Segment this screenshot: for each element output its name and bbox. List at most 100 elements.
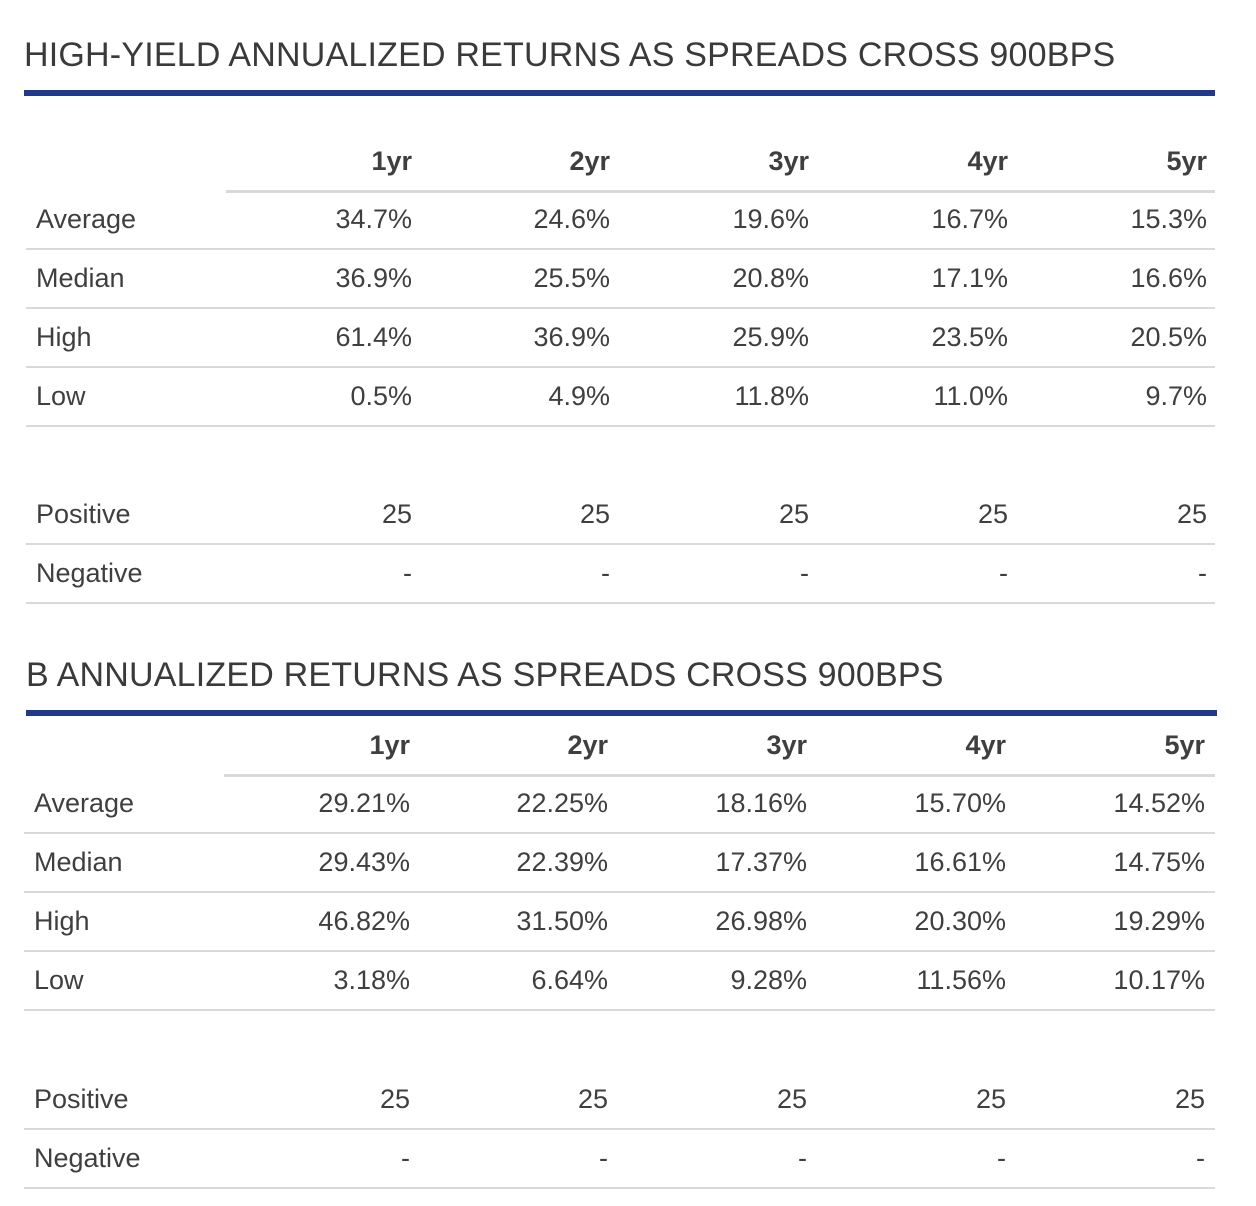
- row-label: Negative: [34, 1143, 141, 1173]
- cell-value: 14.75%: [1113, 847, 1205, 877]
- cell-value: 18.16%: [715, 788, 807, 818]
- cell-value: 25: [977, 499, 1008, 529]
- title-rule: [24, 90, 1215, 96]
- cell-value: 11.56%: [916, 965, 1006, 995]
- cell-value: 25: [381, 499, 412, 529]
- cell-value: 17.37%: [715, 847, 807, 877]
- cell-value: 29.21%: [318, 788, 410, 818]
- row-label: Low: [34, 965, 84, 995]
- row-label: Low: [36, 381, 86, 411]
- table-row: Low 0.5% 4.9% 11.8% 11.0% 9.7%: [26, 367, 1215, 427]
- cell-value: 25: [975, 1084, 1006, 1114]
- row-label: Positive: [36, 499, 131, 529]
- row-label: Median: [36, 263, 125, 293]
- cell-value: 24.6%: [533, 204, 610, 234]
- column-header-1yr: 1yr: [369, 730, 410, 760]
- table-row-negative: Negative - - - - -: [26, 544, 1215, 604]
- table-row: High 46.82% 31.50% 26.98% 20.30% 19.29%: [24, 892, 1215, 952]
- table-title: HIGH-YIELD ANNUALIZED RETURNS AS SPREADS…: [24, 36, 1116, 74]
- cell-value: -: [999, 558, 1008, 588]
- row-label: Average: [34, 788, 135, 818]
- cell-value: 15.3%: [1130, 204, 1207, 234]
- cell-value: 4.9%: [548, 381, 610, 411]
- cell-value: 34.7%: [335, 204, 412, 234]
- column-header-1yr: 1yr: [371, 146, 412, 176]
- column-header-row: 1yr 2yr 3yr 4yr 5yr: [226, 132, 1215, 193]
- table-title: B ANNUALIZED RETURNS AS SPREADS CROSS 90…: [26, 656, 944, 694]
- cell-value: 3.18%: [333, 965, 410, 995]
- cell-value: 22.25%: [516, 788, 608, 818]
- cell-value: 46.82%: [318, 906, 410, 936]
- table-row: Median 29.43% 22.39% 17.37% 16.61% 14.75…: [24, 833, 1215, 893]
- cell-value: -: [601, 558, 610, 588]
- cell-value: -: [401, 1143, 410, 1173]
- cell-value: 26.98%: [715, 906, 807, 936]
- cell-value: -: [997, 1143, 1006, 1173]
- cell-value: 25: [577, 1084, 608, 1114]
- cell-value: 25.5%: [533, 263, 610, 293]
- table-row: Average 34.7% 24.6% 19.6% 16.7% 15.3%: [26, 190, 1215, 250]
- cell-value: 36.9%: [533, 322, 610, 352]
- cell-value: 25: [379, 1084, 410, 1114]
- cell-value: 25: [776, 1084, 807, 1114]
- cell-value: 25: [1174, 1084, 1205, 1114]
- cell-value: -: [798, 1143, 807, 1173]
- cell-value: 29.43%: [318, 847, 410, 877]
- row-label: Positive: [34, 1084, 129, 1114]
- cell-value: 25.9%: [732, 322, 809, 352]
- cell-value: 0.5%: [350, 381, 412, 411]
- column-header-2yr: 2yr: [567, 730, 608, 760]
- cell-value: -: [403, 558, 412, 588]
- column-header-5yr: 5yr: [1164, 730, 1205, 760]
- cell-value: 11.0%: [933, 381, 1008, 411]
- table-row-positive: Positive 25 25 25 25 25: [24, 1070, 1215, 1130]
- cell-value: 20.8%: [732, 263, 809, 293]
- cell-value: 14.52%: [1113, 788, 1205, 818]
- cell-value: 25: [1176, 499, 1207, 529]
- cell-value: 36.9%: [335, 263, 412, 293]
- cell-value: 15.70%: [914, 788, 1006, 818]
- cell-value: 16.61%: [914, 847, 1006, 877]
- table-row: High 61.4% 36.9% 25.9% 23.5% 20.5%: [26, 308, 1215, 368]
- cell-value: 22.39%: [516, 847, 608, 877]
- cell-value: 23.5%: [931, 322, 1008, 352]
- cell-value: 61.4%: [335, 322, 412, 352]
- column-header-3yr: 3yr: [768, 146, 809, 176]
- cell-value: 20.30%: [914, 906, 1006, 936]
- row-label: Median: [34, 847, 123, 877]
- cell-value: 25: [778, 499, 809, 529]
- table-row-negative: Negative - - - - -: [24, 1129, 1215, 1189]
- cell-value: 6.64%: [531, 965, 608, 995]
- table-row: Low 3.18% 6.64% 9.28% 11.56% 10.17%: [24, 951, 1215, 1011]
- column-header-3yr: 3yr: [766, 730, 807, 760]
- column-header-4yr: 4yr: [967, 146, 1008, 176]
- row-label: High: [36, 322, 92, 352]
- cell-value: 16.6%: [1130, 263, 1207, 293]
- cell-value: 31.50%: [516, 906, 608, 936]
- table-row: Median 36.9% 25.5% 20.8% 17.1% 16.6%: [26, 249, 1215, 309]
- cell-value: 20.5%: [1130, 322, 1207, 352]
- cell-value: -: [599, 1143, 608, 1173]
- cell-value: 19.29%: [1113, 906, 1205, 936]
- cell-value: 25: [579, 499, 610, 529]
- column-header-4yr: 4yr: [965, 730, 1006, 760]
- cell-value: 9.7%: [1145, 381, 1207, 411]
- row-label: Negative: [36, 558, 143, 588]
- cell-value: 17.1%: [931, 263, 1008, 293]
- column-header-row: 1yr 2yr 3yr 4yr 5yr: [224, 716, 1215, 777]
- cell-value: 9.28%: [730, 965, 807, 995]
- column-header-5yr: 5yr: [1166, 146, 1207, 176]
- column-header-2yr: 2yr: [569, 146, 610, 176]
- row-label: High: [34, 906, 90, 936]
- table-row-positive: Positive 25 25 25 25 25: [26, 485, 1215, 545]
- cell-value: 19.6%: [732, 204, 809, 234]
- cell-value: 11.8%: [734, 381, 809, 411]
- cell-value: -: [1198, 558, 1207, 588]
- cell-value: -: [800, 558, 809, 588]
- title-rule: [26, 710, 1217, 716]
- cell-value: -: [1196, 1143, 1205, 1173]
- cell-value: 16.7%: [931, 204, 1008, 234]
- cell-value: 10.17%: [1113, 965, 1205, 995]
- table-row: Average 29.21% 22.25% 18.16% 15.70% 14.5…: [24, 774, 1215, 834]
- row-label: Average: [36, 204, 137, 234]
